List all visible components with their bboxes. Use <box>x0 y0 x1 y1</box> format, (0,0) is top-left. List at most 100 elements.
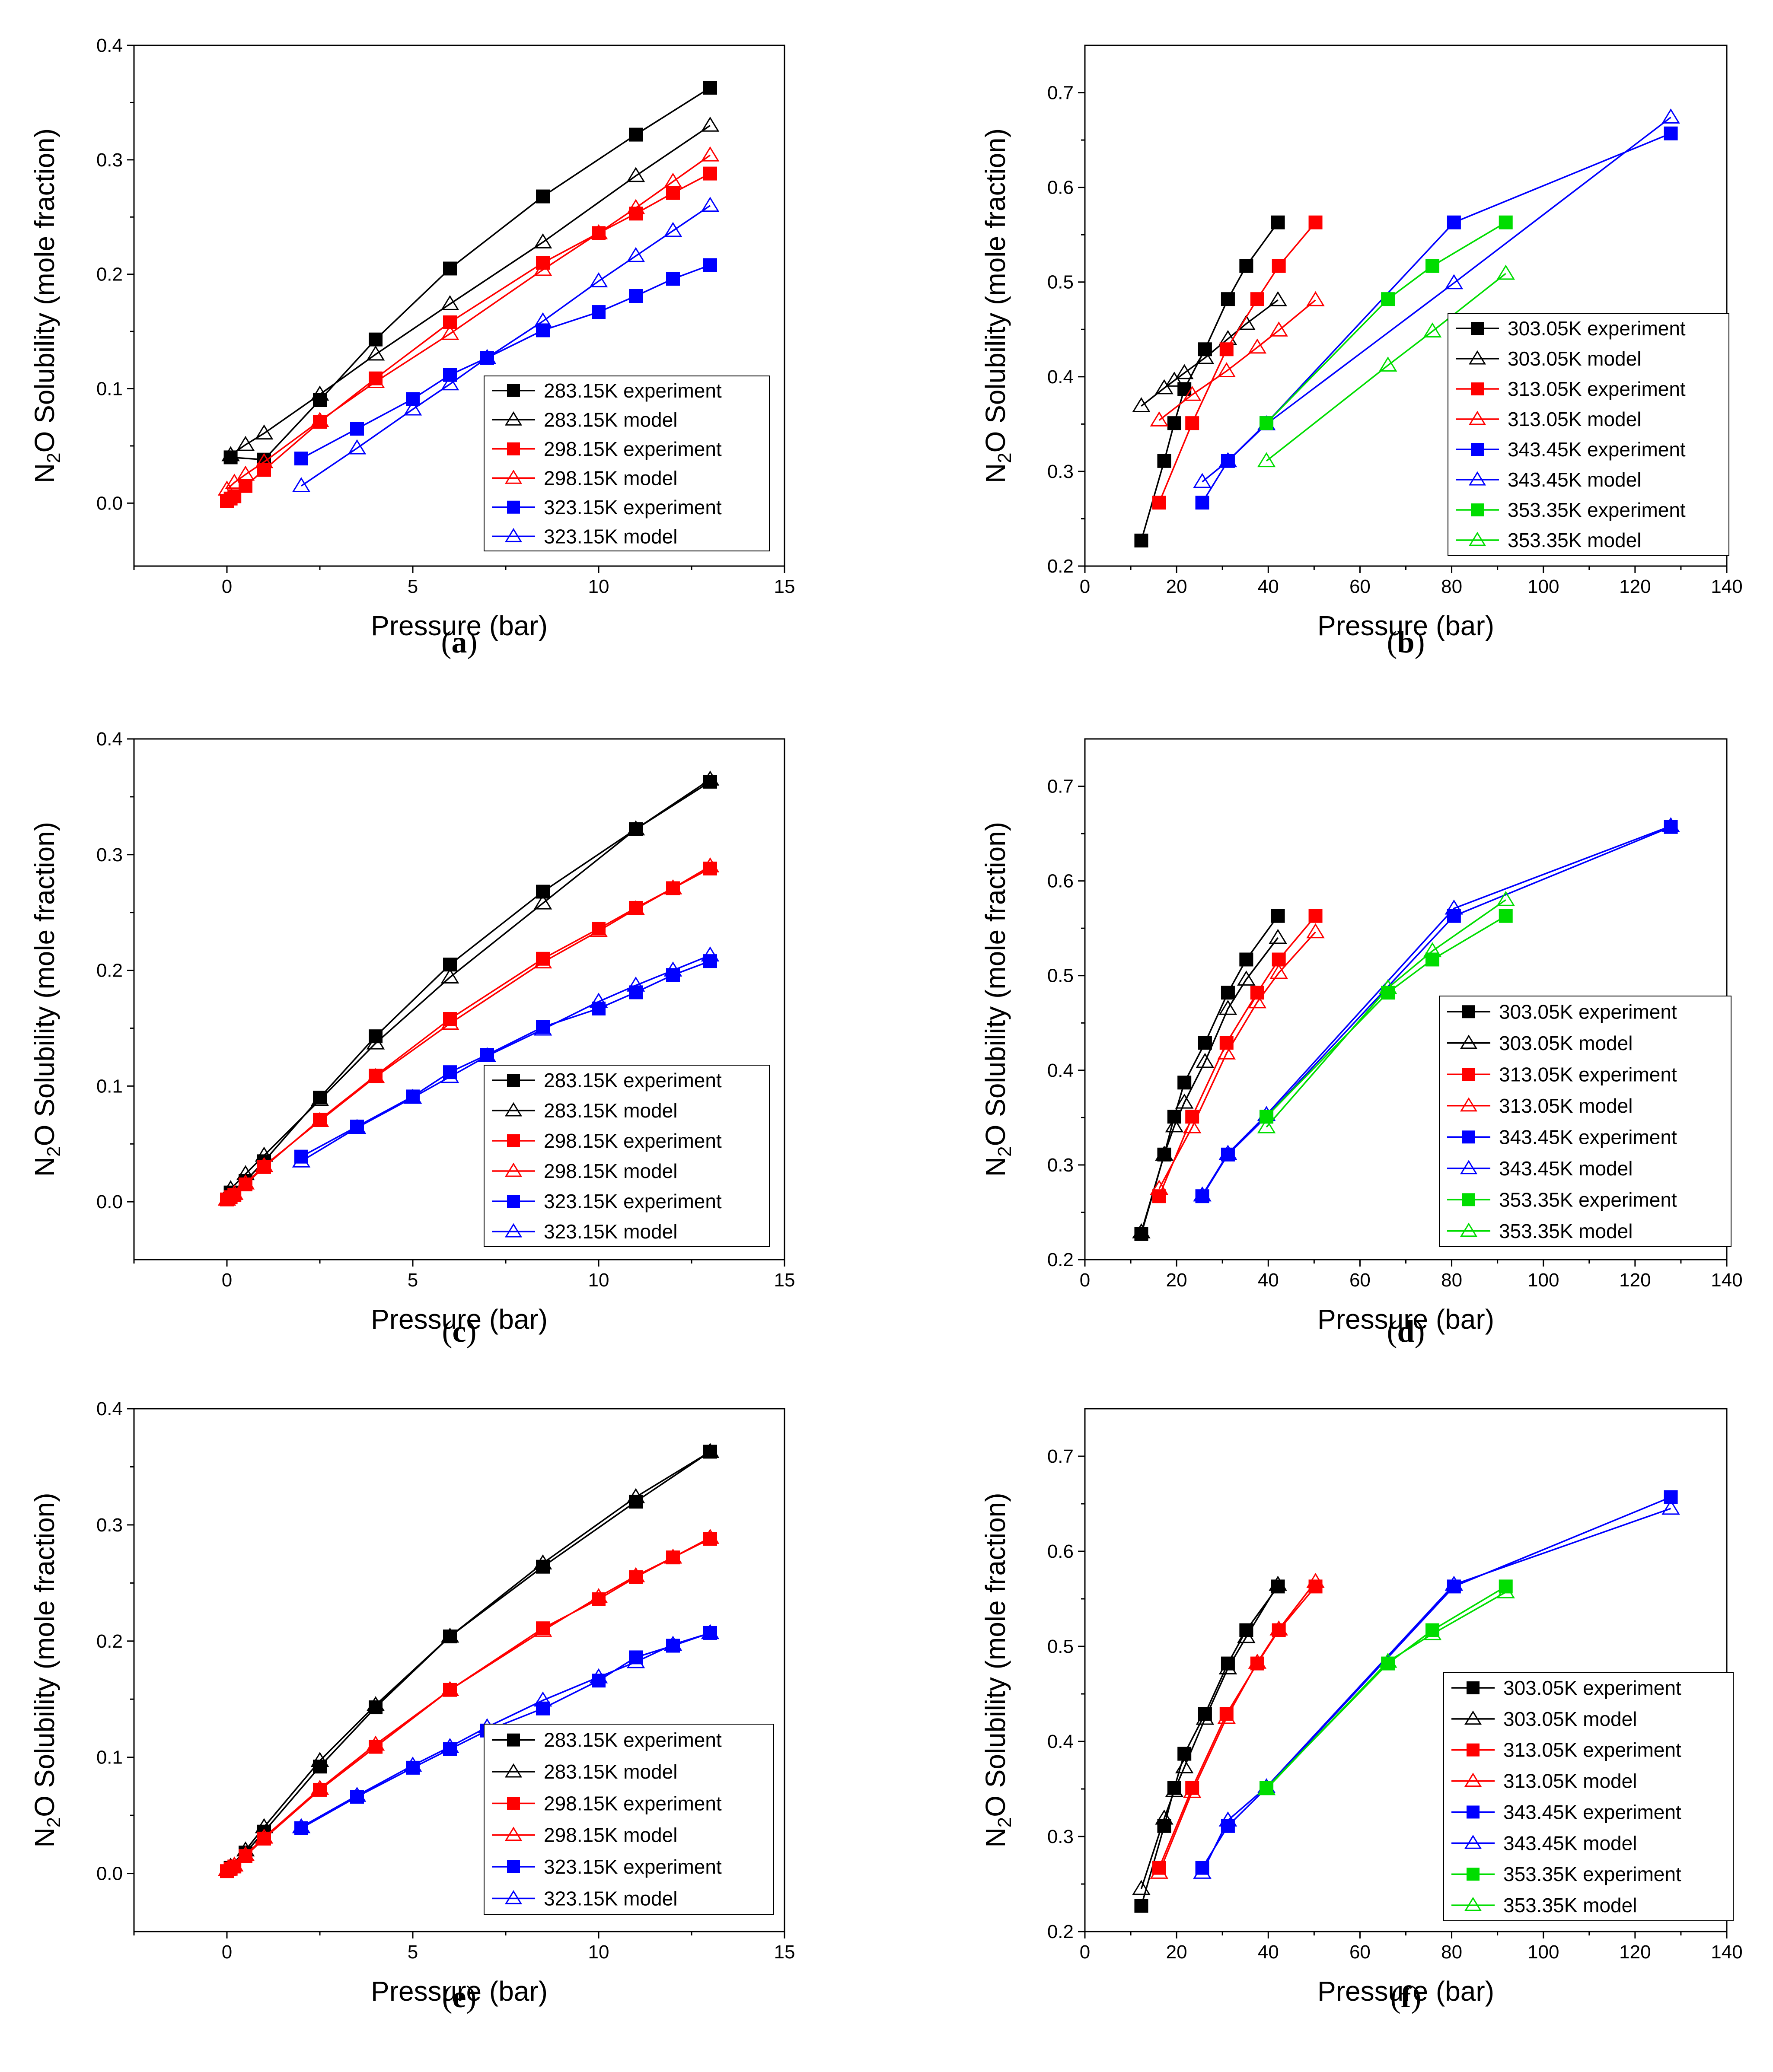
panel-caption: (d) <box>1387 1314 1425 1349</box>
data-point-square <box>629 289 643 303</box>
series-line <box>1158 915 1316 1197</box>
legend-triangle-icon <box>1468 411 1486 425</box>
y-tick-label: 0.5 <box>1047 1636 1074 1657</box>
data-point-square <box>1250 292 1264 306</box>
legend-square-icon <box>507 1860 520 1873</box>
y-tick-label: 0.2 <box>1047 556 1074 577</box>
series-line <box>301 1632 711 1828</box>
data-point-triangle <box>1196 1053 1215 1068</box>
data-point-triangle <box>1661 108 1680 124</box>
legend-label: 283.15K experiment <box>544 1729 722 1751</box>
data-point-triangle <box>225 474 244 489</box>
series-line <box>1158 299 1316 421</box>
y-tick-label: 0.1 <box>96 1076 123 1097</box>
x-tick-label: 5 <box>408 1270 418 1291</box>
legend-triangle-icon <box>1464 1773 1482 1787</box>
data-point-triangle <box>1269 964 1288 979</box>
legend-entry: 343.45K model <box>1447 1157 1633 1180</box>
chart-panel-b: 0 20 40 60 80 100 120 140 0.2 0.3 0.4 0.5 0.6 0.7 Pres… <box>980 45 1743 659</box>
data-point-square <box>239 479 252 493</box>
panel-caption: (a) <box>441 625 478 659</box>
data-point-triangle <box>1237 1628 1256 1643</box>
data-point-triangle <box>1193 1186 1212 1202</box>
legend-label: 313.05K model <box>1508 408 1641 430</box>
series-303-05k-model <box>1132 1575 1287 1895</box>
legend-entry: 303.05K model <box>1447 1032 1633 1054</box>
legend-entry: 283.15K experiment <box>492 1069 722 1092</box>
legend-entry: 343.45K model <box>1456 468 1641 491</box>
legend-label: 353.35K experiment <box>1503 1863 1681 1885</box>
x-tick-label: 15 <box>774 576 795 597</box>
legend-entry: 353.35K experiment <box>1451 1863 1681 1885</box>
data-point-square <box>369 1029 383 1044</box>
data-point-triangle <box>663 961 682 977</box>
data-point-square <box>350 422 364 436</box>
data-point-square <box>1260 416 1274 430</box>
x-tick-label: 40 <box>1258 576 1279 597</box>
x-tick-label: 0 <box>222 576 232 597</box>
x-tick-label: 5 <box>408 576 418 597</box>
data-point-triangle <box>626 1567 645 1582</box>
chart-panel-e: 0 5 10 15 0.0 0.1 0.2 0.3 0.4 Pressure (bar) N2O S… <box>29 1398 795 2014</box>
y-tick-label: 0.0 <box>96 493 123 514</box>
legend: 283.15K experiment 283.15K model 298.15K e… <box>484 1065 770 1247</box>
data-point-square <box>1134 1899 1148 1913</box>
data-point-triangle <box>1218 1811 1237 1827</box>
data-point-square <box>666 186 680 200</box>
series-line <box>1266 915 1506 1117</box>
legend-entry: 313.05K model <box>1447 1095 1633 1117</box>
legend-square-icon <box>507 442 520 455</box>
legend-entry: 343.45K experiment <box>1451 1801 1681 1823</box>
data-point-triangle <box>663 172 682 188</box>
data-point-square <box>369 1740 383 1754</box>
data-point-square <box>406 392 420 406</box>
data-point-triangle <box>366 1735 385 1751</box>
data-point-triangle <box>533 1554 552 1569</box>
data-point-square <box>1157 454 1171 468</box>
legend-entry: 303.05K experiment <box>1447 1000 1677 1023</box>
legend-entry: 323.15K model <box>492 1220 677 1243</box>
series-283-15k-experiment <box>223 80 717 467</box>
data-point-triangle <box>225 1184 244 1200</box>
data-point-triangle <box>533 1020 552 1036</box>
x-tick-label: 5 <box>408 1942 418 1963</box>
series-line <box>1141 299 1279 407</box>
legend-square-icon <box>1462 1005 1475 1018</box>
data-point-triangle <box>1175 1093 1194 1109</box>
x-axis-title: Pressure (bar) <box>1317 1976 1494 2007</box>
legend-label: 298.15K experiment <box>544 438 722 460</box>
legend: 303.05K experiment 303.05K model 313.05K e… <box>1443 1672 1734 1921</box>
legend-label: 323.15K model <box>544 525 677 547</box>
y-tick-label: 0.7 <box>1047 776 1074 797</box>
x-tick-label: 140 <box>1711 576 1742 597</box>
series-line <box>1266 899 1506 1128</box>
x-tick-label: 0 <box>222 1942 232 1963</box>
data-point-triangle <box>701 946 720 962</box>
data-point-triangle <box>236 465 255 481</box>
legend-square-icon <box>507 384 520 397</box>
legend-triangle-icon <box>1460 1222 1478 1237</box>
series-line <box>1140 222 1279 541</box>
data-point-triangle <box>478 349 497 364</box>
legend-triangle-icon <box>504 469 523 484</box>
legend-square-icon <box>1471 382 1484 395</box>
y-tick-label: 0.2 <box>96 960 123 981</box>
y-tick-label: 0.3 <box>1047 1826 1074 1847</box>
y-tick-label: 0.3 <box>1047 1155 1074 1176</box>
y-tick-label: 0.4 <box>1047 366 1074 388</box>
data-point-triangle <box>1237 970 1256 986</box>
data-point-square <box>703 80 717 95</box>
legend-entry: 298.15K model <box>492 467 677 489</box>
data-point-triangle <box>626 167 645 182</box>
series-line <box>226 1537 711 1871</box>
series-line <box>301 1632 711 1829</box>
legend-label: 343.45K experiment <box>1499 1126 1677 1148</box>
legend-label: 353.35K experiment <box>1508 499 1686 521</box>
y-tick-label: 0.2 <box>1047 1921 1074 1942</box>
data-point-triangle <box>701 197 720 212</box>
data-point-triangle <box>1150 1864 1169 1879</box>
y-tick-label: 0.6 <box>1047 177 1074 198</box>
legend-label: 298.15K model <box>544 1160 677 1182</box>
legend-square-icon <box>507 1134 520 1147</box>
data-point-triangle <box>366 1068 385 1083</box>
